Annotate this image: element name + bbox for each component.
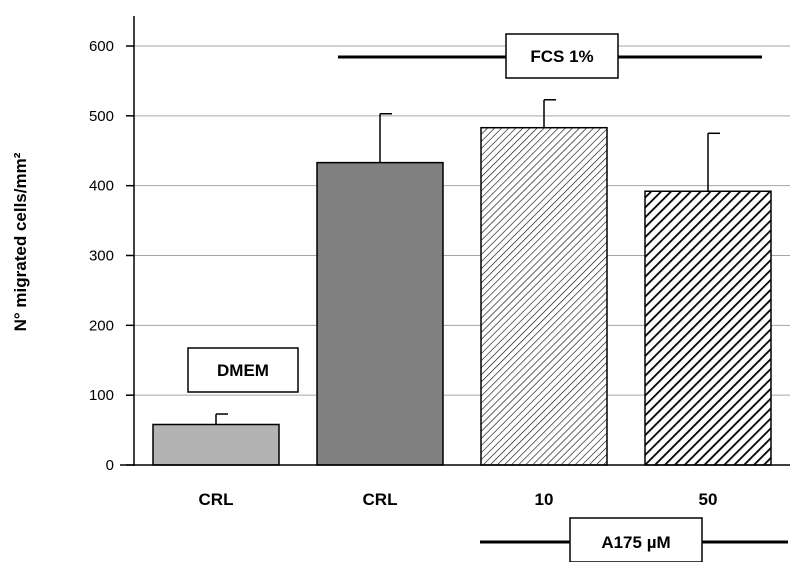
dmem-annotation: DMEM	[187, 347, 299, 393]
y-tick-label: 100	[89, 387, 114, 404]
y-tick-label: 0	[106, 457, 114, 474]
fcs-label: FCS 1%	[530, 47, 593, 66]
treatment-label: A175 µM	[601, 533, 670, 552]
bar	[316, 161, 444, 466]
bar	[152, 423, 280, 466]
error-bars	[215, 99, 720, 425]
x-tick-label: CRL	[363, 490, 398, 509]
y-tick-label: 600	[89, 38, 114, 55]
x-axis-labels: CRL CRL 10 50	[199, 490, 718, 509]
dmem-label: DMEM	[217, 361, 269, 380]
bar	[480, 126, 608, 466]
bars	[152, 126, 772, 466]
y-axis-label: N° migrated cells/mm²	[11, 152, 30, 331]
y-tick-label: 400	[89, 178, 114, 195]
x-tick-label: 50	[699, 490, 718, 509]
x-tick-label: 10	[535, 490, 554, 509]
y-tick-label: 300	[89, 248, 114, 265]
y-tick-label: 200	[89, 317, 114, 334]
treatment-annotation: A175 µM	[480, 517, 788, 562]
y-axis-ticks: 0 100 200 300 400 500 600	[89, 38, 134, 474]
y-tick-label: 500	[89, 108, 114, 125]
x-tick-label: CRL	[199, 490, 234, 509]
fcs-annotation: FCS 1%	[338, 33, 762, 79]
bar	[644, 190, 772, 466]
